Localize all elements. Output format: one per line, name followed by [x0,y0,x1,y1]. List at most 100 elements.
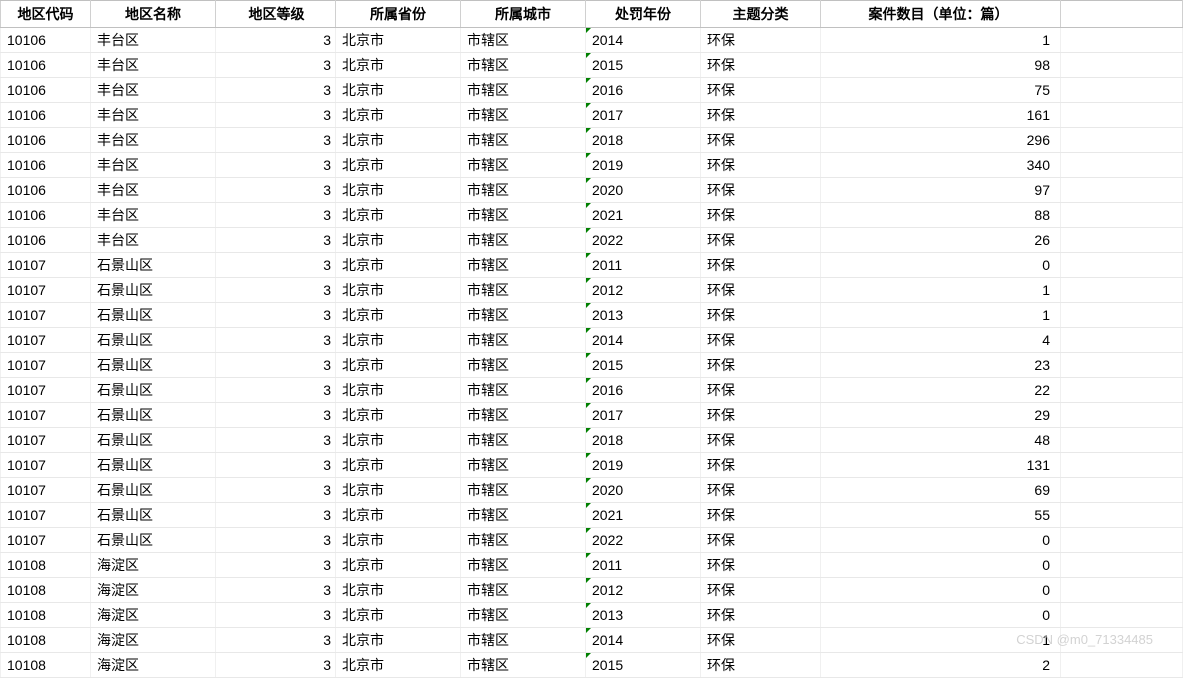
cell-empty[interactable] [1061,428,1183,453]
cell-name[interactable]: 石景山区 [91,478,216,503]
cell-category[interactable]: 环保 [701,628,821,653]
cell-year[interactable]: 2022 [586,228,701,253]
cell-empty[interactable] [1061,553,1183,578]
cell-level[interactable]: 3 [216,303,336,328]
table-row[interactable]: 10107石景山区3北京市市辖区2019环保131 [1,453,1183,478]
cell-code[interactable]: 10106 [1,178,91,203]
table-row[interactable]: 10108海淀区3北京市市辖区2011环保0 [1,553,1183,578]
cell-name[interactable]: 石景山区 [91,353,216,378]
cell-year[interactable]: 2018 [586,428,701,453]
cell-code[interactable]: 10107 [1,328,91,353]
cell-province[interactable]: 北京市 [336,203,461,228]
cell-name[interactable]: 石景山区 [91,378,216,403]
table-row[interactable]: 10107石景山区3北京市市辖区2020环保69 [1,478,1183,503]
cell-city[interactable]: 市辖区 [461,353,586,378]
cell-province[interactable]: 北京市 [336,328,461,353]
cell-empty[interactable] [1061,178,1183,203]
cell-count[interactable]: 0 [821,603,1061,628]
cell-level[interactable]: 3 [216,478,336,503]
cell-city[interactable]: 市辖区 [461,328,586,353]
cell-name[interactable]: 丰台区 [91,78,216,103]
cell-code[interactable]: 10106 [1,28,91,53]
cell-city[interactable]: 市辖区 [461,128,586,153]
cell-category[interactable]: 环保 [701,303,821,328]
cell-code[interactable]: 10107 [1,503,91,528]
cell-category[interactable]: 环保 [701,103,821,128]
table-row[interactable]: 10107石景山区3北京市市辖区2014环保4 [1,328,1183,353]
cell-empty[interactable] [1061,153,1183,178]
header-name[interactable]: 地区名称 [91,1,216,28]
cell-province[interactable]: 北京市 [336,278,461,303]
cell-empty[interactable] [1061,353,1183,378]
cell-level[interactable]: 3 [216,553,336,578]
cell-province[interactable]: 北京市 [336,128,461,153]
cell-category[interactable]: 环保 [701,653,821,678]
cell-count[interactable]: 97 [821,178,1061,203]
cell-name[interactable]: 丰台区 [91,228,216,253]
cell-province[interactable]: 北京市 [336,228,461,253]
cell-category[interactable]: 环保 [701,153,821,178]
cell-count[interactable]: 161 [821,103,1061,128]
cell-level[interactable]: 3 [216,228,336,253]
cell-count[interactable]: 0 [821,253,1061,278]
cell-city[interactable]: 市辖区 [461,53,586,78]
cell-category[interactable]: 环保 [701,478,821,503]
cell-empty[interactable] [1061,103,1183,128]
cell-count[interactable]: 340 [821,153,1061,178]
header-province[interactable]: 所属省份 [336,1,461,28]
cell-count[interactable]: 55 [821,503,1061,528]
cell-name[interactable]: 丰台区 [91,203,216,228]
cell-level[interactable]: 3 [216,103,336,128]
table-row[interactable]: 10107石景山区3北京市市辖区2011环保0 [1,253,1183,278]
cell-count[interactable]: 26 [821,228,1061,253]
cell-year[interactable]: 2014 [586,328,701,353]
cell-empty[interactable] [1061,378,1183,403]
cell-year[interactable]: 2012 [586,578,701,603]
cell-year[interactable]: 2017 [586,103,701,128]
cell-year[interactable]: 2017 [586,403,701,428]
cell-category[interactable]: 环保 [701,53,821,78]
cell-city[interactable]: 市辖区 [461,453,586,478]
cell-count[interactable]: 1 [821,303,1061,328]
cell-city[interactable]: 市辖区 [461,278,586,303]
cell-name[interactable]: 丰台区 [91,128,216,153]
cell-level[interactable]: 3 [216,153,336,178]
cell-category[interactable]: 环保 [701,578,821,603]
cell-level[interactable]: 3 [216,378,336,403]
cell-count[interactable]: 48 [821,428,1061,453]
cell-code[interactable]: 10106 [1,228,91,253]
cell-year[interactable]: 2014 [586,628,701,653]
cell-year[interactable]: 2014 [586,28,701,53]
cell-empty[interactable] [1061,653,1183,678]
cell-city[interactable]: 市辖区 [461,153,586,178]
cell-category[interactable]: 环保 [701,603,821,628]
cell-province[interactable]: 北京市 [336,453,461,478]
cell-city[interactable]: 市辖区 [461,653,586,678]
cell-code[interactable]: 10107 [1,353,91,378]
table-row[interactable]: 10107石景山区3北京市市辖区2012环保1 [1,278,1183,303]
cell-name[interactable]: 海淀区 [91,628,216,653]
cell-empty[interactable] [1061,453,1183,478]
cell-year[interactable]: 2021 [586,203,701,228]
table-row[interactable]: 10107石景山区3北京市市辖区2016环保22 [1,378,1183,403]
cell-code[interactable]: 10108 [1,603,91,628]
cell-name[interactable]: 海淀区 [91,553,216,578]
header-city[interactable]: 所属城市 [461,1,586,28]
cell-name[interactable]: 丰台区 [91,178,216,203]
table-row[interactable]: 10107石景山区3北京市市辖区2017环保29 [1,403,1183,428]
cell-year[interactable]: 2013 [586,303,701,328]
cell-code[interactable]: 10107 [1,403,91,428]
cell-empty[interactable] [1061,128,1183,153]
cell-province[interactable]: 北京市 [336,153,461,178]
cell-province[interactable]: 北京市 [336,103,461,128]
cell-level[interactable]: 3 [216,203,336,228]
cell-category[interactable]: 环保 [701,428,821,453]
cell-level[interactable]: 3 [216,628,336,653]
cell-province[interactable]: 北京市 [336,478,461,503]
cell-province[interactable]: 北京市 [336,28,461,53]
cell-province[interactable]: 北京市 [336,378,461,403]
cell-count[interactable]: 88 [821,203,1061,228]
cell-name[interactable]: 丰台区 [91,103,216,128]
cell-code[interactable]: 10107 [1,453,91,478]
table-row[interactable]: 10106丰台区3北京市市辖区2017环保161 [1,103,1183,128]
